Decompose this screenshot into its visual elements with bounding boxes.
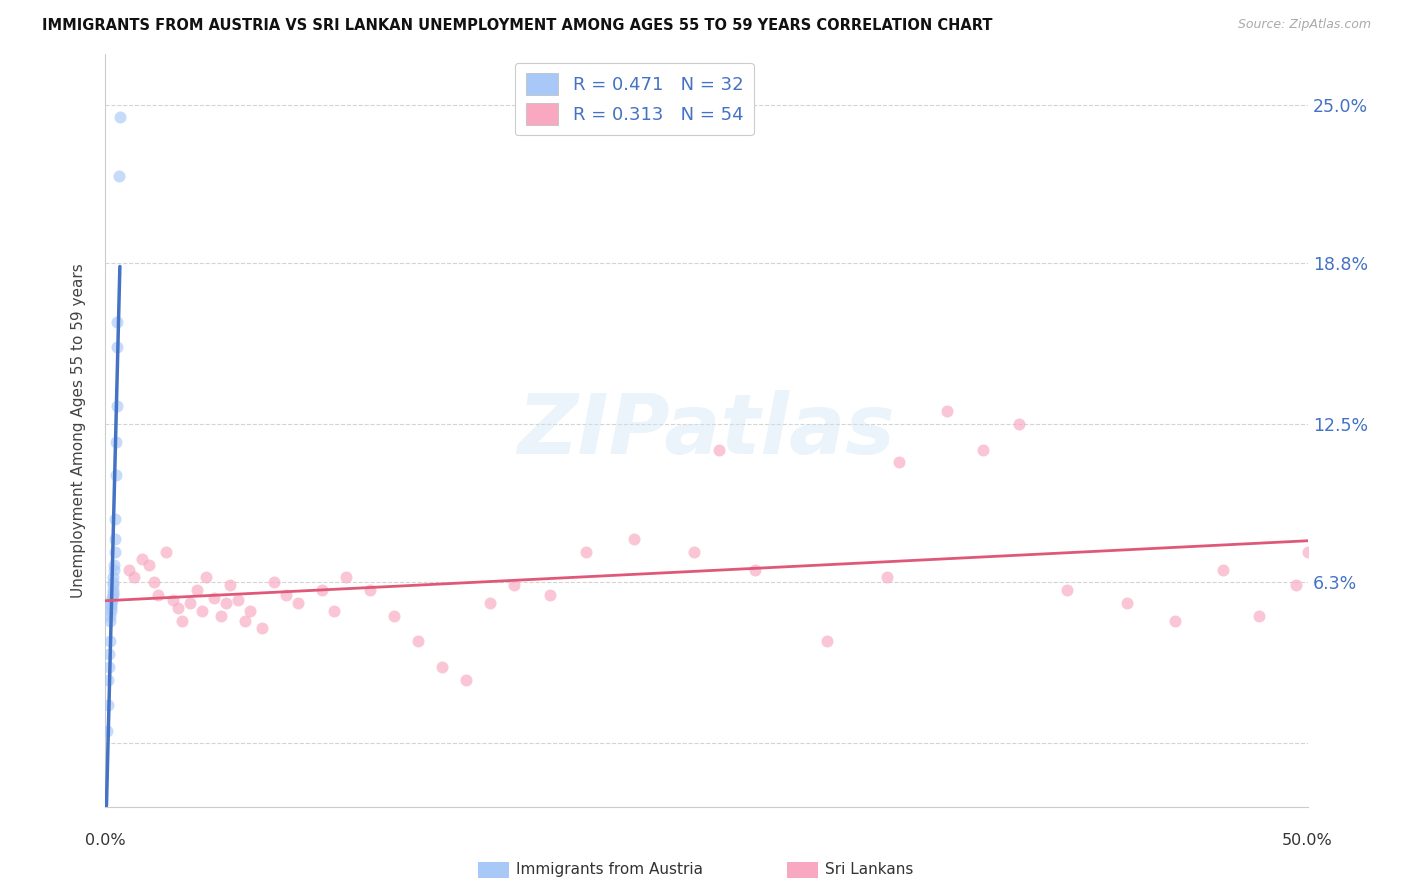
Point: [101, 583, 124, 598]
Point: [250, 621, 273, 635]
Y-axis label: Unemployment Among Ages 55 to 59 years: Unemployment Among Ages 55 to 59 years: [72, 263, 86, 598]
Point: [359, 583, 381, 598]
Point: [887, 455, 910, 469]
Point: [124, 570, 146, 584]
Point: [179, 596, 201, 610]
Point: [101, 575, 124, 590]
Point: [101, 588, 124, 602]
Point: [274, 588, 297, 602]
Point: [186, 583, 208, 598]
Point: [219, 578, 242, 592]
Point: [406, 634, 429, 648]
Point: [195, 570, 218, 584]
Point: [103, 563, 125, 577]
Point: [98, 608, 121, 623]
Point: [454, 673, 477, 687]
Point: [101, 570, 124, 584]
Point: [98, 634, 121, 648]
Point: [101, 591, 124, 605]
Point: [1008, 417, 1031, 431]
Point: [107, 169, 129, 183]
Point: [148, 588, 170, 602]
Text: Sri Lankans: Sri Lankans: [825, 863, 914, 877]
Point: [683, 545, 706, 559]
Point: [103, 545, 125, 559]
Point: [1284, 578, 1306, 592]
Point: [190, 603, 212, 617]
Point: [107, 315, 129, 329]
Point: [98, 659, 121, 673]
Point: [100, 601, 122, 615]
Text: 0.0%: 0.0%: [86, 833, 125, 847]
Point: [623, 532, 645, 546]
Point: [707, 442, 730, 457]
Legend: R = 0.471   N = 32, R = 0.313   N = 54: R = 0.471 N = 32, R = 0.313 N = 54: [515, 62, 754, 136]
Point: [1249, 608, 1271, 623]
Point: [214, 596, 236, 610]
Point: [1056, 583, 1078, 598]
Point: [1164, 614, 1187, 628]
Point: [100, 596, 122, 610]
Point: [287, 596, 309, 610]
Point: [575, 545, 598, 559]
Point: [98, 614, 121, 628]
Point: [101, 578, 124, 592]
Point: [936, 404, 959, 418]
Point: [100, 599, 122, 613]
Point: [233, 614, 256, 628]
Point: [103, 558, 125, 572]
Point: [105, 434, 128, 449]
Point: [107, 340, 129, 354]
Point: [1116, 596, 1139, 610]
Text: ZIPatlas: ZIPatlas: [517, 390, 896, 471]
Point: [479, 596, 502, 610]
Point: [97, 698, 120, 712]
Point: [209, 608, 232, 623]
Point: [108, 111, 131, 125]
Text: Immigrants from Austria: Immigrants from Austria: [516, 863, 703, 877]
Point: [430, 659, 453, 673]
Point: [311, 583, 333, 598]
Point: [96, 723, 118, 738]
Point: [101, 593, 124, 607]
Point: [226, 593, 249, 607]
Point: [1296, 545, 1319, 559]
Point: [162, 593, 184, 607]
Point: [105, 399, 128, 413]
Text: 50.0%: 50.0%: [1282, 833, 1333, 847]
Point: [98, 647, 121, 661]
Point: [744, 563, 766, 577]
Point: [972, 442, 994, 457]
Point: [104, 532, 127, 546]
Point: [202, 591, 225, 605]
Point: [166, 601, 188, 615]
Point: [1212, 563, 1234, 577]
Point: [335, 570, 357, 584]
Point: [100, 603, 122, 617]
Point: [382, 608, 405, 623]
Point: [172, 614, 194, 628]
Point: [131, 552, 153, 566]
Point: [155, 545, 177, 559]
Point: [118, 563, 141, 577]
Point: [538, 588, 561, 602]
Point: [101, 585, 124, 599]
Point: [97, 673, 120, 687]
Text: IMMIGRANTS FROM AUSTRIA VS SRI LANKAN UNEMPLOYMENT AMONG AGES 55 TO 59 YEARS COR: IMMIGRANTS FROM AUSTRIA VS SRI LANKAN UN…: [42, 18, 993, 33]
Point: [815, 634, 838, 648]
Point: [142, 575, 165, 590]
Point: [104, 511, 127, 525]
Point: [503, 578, 526, 592]
Point: [138, 558, 160, 572]
Point: [104, 468, 127, 483]
Text: Source: ZipAtlas.com: Source: ZipAtlas.com: [1237, 18, 1371, 31]
Point: [322, 603, 344, 617]
Point: [263, 575, 285, 590]
Point: [876, 570, 898, 584]
Point: [239, 603, 262, 617]
